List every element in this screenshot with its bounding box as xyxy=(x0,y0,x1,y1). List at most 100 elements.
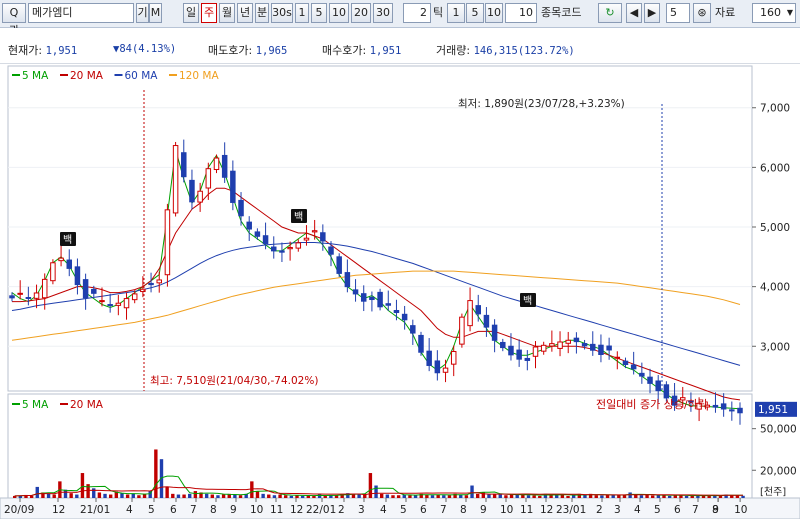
chevron-down-icon: ▼ xyxy=(786,8,793,17)
search-icon[interactable]: Q 관 xyxy=(2,3,26,37)
candle-body-20 xyxy=(172,145,179,214)
candle-body-0 xyxy=(9,295,15,299)
candle-body-14 xyxy=(123,298,130,309)
period-tab-10[interactable]: 30 xyxy=(373,3,393,23)
tick-label: 틱 xyxy=(433,6,444,19)
candle-body-1 xyxy=(17,292,23,295)
volume-bar-114 xyxy=(656,495,661,498)
candle-body-11 xyxy=(99,300,105,303)
volume-bar-40 xyxy=(238,495,243,498)
volume-bar-83 xyxy=(481,492,486,498)
volume-value: 146,315(123.72%) xyxy=(473,45,575,57)
volume-bar-74 xyxy=(430,495,435,498)
refresh-icon[interactable]: ↻ xyxy=(598,3,622,23)
volume-bar-112 xyxy=(645,494,649,498)
volume-bar-67 xyxy=(391,495,395,498)
volume-bar-101 xyxy=(583,494,587,498)
volume-bar-0 xyxy=(13,495,17,498)
x-tick-label-22: 11 xyxy=(520,504,533,516)
period-tab-8[interactable]: 10 xyxy=(329,3,349,23)
data-label: 자료 xyxy=(715,6,736,19)
volume-bar-122 xyxy=(701,495,706,498)
volume-bar-12 xyxy=(80,473,85,498)
period-tab-9[interactable]: 20 xyxy=(351,3,371,23)
volume-bar-36 xyxy=(216,495,220,498)
candle-body-24 xyxy=(205,168,212,189)
price-panel xyxy=(7,65,753,392)
volume-bar-79 xyxy=(459,494,463,498)
prev-arrow-icon[interactable]: ◀ xyxy=(626,3,642,23)
candle-body-80 xyxy=(663,384,670,399)
tick-button-2[interactable]: 10 xyxy=(485,3,503,23)
volume-bar-9 xyxy=(63,489,68,498)
candle-body-86 xyxy=(712,404,719,408)
x-tick-label-9: 10 xyxy=(250,504,263,516)
volume-tick-label-0: 50,000 xyxy=(760,424,797,436)
candle-body-51 xyxy=(426,350,432,366)
price-tick-label-4: 3,000 xyxy=(760,341,790,353)
stock-chart: 7,000 6,000 5,000 4,000 3,000 5 MA 20 MA 60 MA 1… xyxy=(0,64,800,519)
x-tick-label-26: 3 xyxy=(614,504,621,516)
period-tab-5[interactable]: 30s xyxy=(271,3,293,23)
volume-unit-label: [천주] xyxy=(760,486,786,498)
volume-bar-29 xyxy=(176,494,181,498)
candle-body-16 xyxy=(140,288,146,293)
stock-name-input[interactable]: 메가엠디 xyxy=(28,3,134,23)
candle-body-83 xyxy=(688,400,694,403)
candle-body-6 xyxy=(58,257,64,262)
period-tab-0[interactable]: 일 xyxy=(183,3,199,23)
next-arrow-icon[interactable]: ▶ xyxy=(644,3,660,23)
volume-bar-69 xyxy=(402,494,406,498)
candle-body-73 xyxy=(606,345,612,351)
volume-bar-73 xyxy=(425,494,429,498)
volume-bar-126 xyxy=(724,494,728,498)
low-price-annotation: 최저: 1,890원(23/07/28,+3.23%) xyxy=(458,98,625,110)
volume-bar-6 xyxy=(46,493,51,498)
volume-bar-98 xyxy=(566,495,570,498)
volume-bar-47 xyxy=(278,494,282,498)
volume-ma20-line xyxy=(14,486,744,497)
tick-button-1[interactable]: 5 xyxy=(466,3,484,23)
x-tick-label-29: 6 xyxy=(674,504,681,516)
settings-icon[interactable]: ⊛ xyxy=(693,3,711,23)
data-count-select[interactable]: 160 ▼ xyxy=(752,3,796,23)
period-tab-2[interactable]: 월 xyxy=(219,3,235,23)
price-legend-label-3: 120 MA xyxy=(179,70,219,82)
candle-body-54 xyxy=(450,351,457,365)
volume-bar-54 xyxy=(317,494,322,498)
volume-bar-42 xyxy=(250,481,254,498)
volume-bar-3 xyxy=(29,495,34,498)
volume-bar-59 xyxy=(346,493,350,498)
volume-bar-120 xyxy=(690,495,694,498)
volume-legend-swatch-1 xyxy=(60,403,68,405)
volume-bar-92 xyxy=(532,495,536,498)
candle-body-35 xyxy=(295,242,302,249)
volume-bar-128 xyxy=(735,495,740,498)
candle-body-34 xyxy=(287,247,293,250)
candle-body-3 xyxy=(33,292,40,299)
tick-button-0[interactable]: 1 xyxy=(447,3,465,23)
period-tab-3[interactable]: 년 xyxy=(237,3,253,23)
period-tab-4[interactable]: 분 xyxy=(255,3,269,23)
step-input[interactable]: 5 xyxy=(666,3,690,23)
candle-body-61 xyxy=(508,345,514,356)
x-tick-label-6: 7 xyxy=(190,504,197,516)
candle-body-87 xyxy=(720,403,727,410)
period-tab-6[interactable]: 1 xyxy=(295,3,309,23)
gi-button[interactable]: 기 xyxy=(136,3,149,23)
marker-badge-2 xyxy=(520,293,536,307)
tick-value-input[interactable]: 2 xyxy=(403,3,431,23)
volume-bar-107 xyxy=(617,494,621,498)
marker-badge-label-1: 백 xyxy=(294,211,303,223)
m-button[interactable]: M xyxy=(149,3,162,23)
period-tab-7[interactable]: 5 xyxy=(311,3,327,23)
period-tab-1[interactable]: 주 xyxy=(201,3,217,23)
volume-bar-34 xyxy=(204,493,209,498)
candle-body-81 xyxy=(671,395,678,406)
current-price-badge xyxy=(755,401,797,417)
count-input[interactable]: 10 xyxy=(505,3,537,23)
candle-body-66 xyxy=(549,343,555,347)
volume-bar-51 xyxy=(300,495,305,498)
candle-body-67 xyxy=(557,341,563,349)
volume-bar-7 xyxy=(52,494,56,498)
